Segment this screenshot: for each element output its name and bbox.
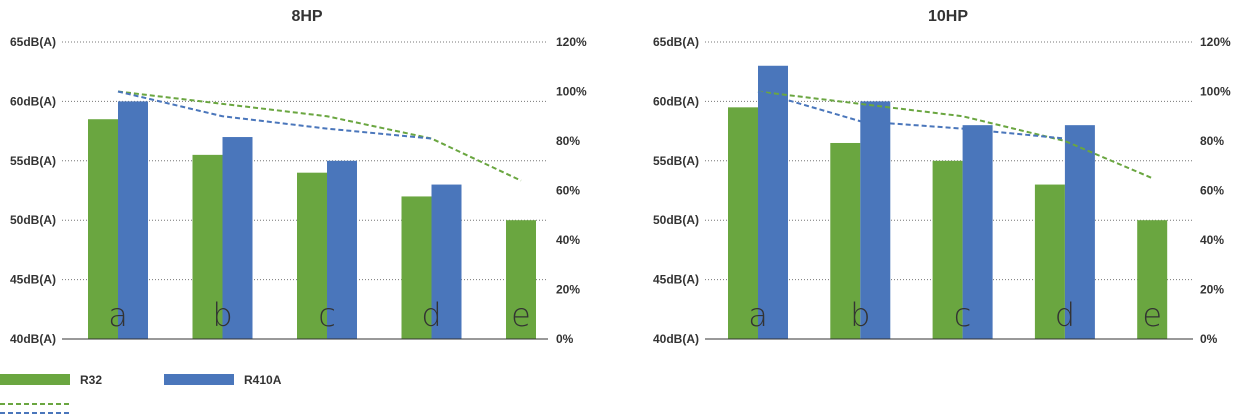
bar-r32-e [506,220,536,339]
bar-r32-d [401,196,432,339]
y2-tick-label: 20% [1200,283,1224,297]
y2-tick-label: 20% [556,283,580,297]
category-label: e [511,296,531,334]
y2-tick-label: 0% [1200,332,1218,346]
bar-r410a-b [222,137,253,339]
legend: R32 R410A [0,373,282,414]
y-tick-label: 45dB(A) [10,273,56,287]
category-label: a [748,296,768,334]
bar-r32-c [932,160,963,339]
y-tick-label: 50dB(A) [653,213,699,227]
y2-tick-label: 40% [556,233,580,247]
legend-label-r32: R32 [80,373,102,387]
bar-r410a-a [118,101,148,340]
bar-r32-b [192,154,223,339]
legend-swatch-r410a [164,374,234,385]
y2-tick-label: 80% [556,134,580,148]
category-label: e [1142,296,1162,334]
dashed-line-series-1 [757,90,1065,140]
category-label: c [318,296,336,334]
bar-r410a-d [431,184,462,339]
chart-title: 8HP [291,8,322,25]
bar-r32-b [830,142,861,339]
y2-tick-label: 120% [1200,35,1231,49]
legend-swatch-r32 [0,374,70,385]
chart-layer: 8HP 40dB(A) 45dB(A) 50dB(A) 55dB(A) 60dB(A) 65… [10,8,1231,346]
category-label: b [212,296,232,334]
y-tick-label: 65dB(A) [10,35,56,49]
y-tick-label: 55dB(A) [653,154,699,168]
y-tick-label: 60dB(A) [653,94,699,108]
y2-tick-label: 60% [556,184,580,198]
chart-panel-0: 8HP 40dB(A) 45dB(A) 50dB(A) 55dB(A) 60dB(A) 65… [10,8,587,346]
y-tick-label: 55dB(A) [10,154,56,168]
bar-r410a-c [327,160,357,339]
category-label: d [421,296,441,334]
chart-panel-1: 10HP 40dB(A) 45dB(A) 50dB(A) 55dB(A) 60dB(A) 6… [653,8,1231,346]
y-tick-label: 40dB(A) [10,332,56,346]
bar-r410a-d [1064,125,1095,339]
y2-tick-label: 0% [556,332,574,346]
bar-r32-e [1137,220,1168,339]
y-tick-label: 65dB(A) [653,35,699,49]
y-tick-label: 50dB(A) [10,213,56,227]
dashed-line-series-1 [117,90,432,140]
category-label: b [850,296,870,334]
y2-tick-label: 40% [1200,233,1224,247]
category-label: a [108,296,128,334]
y2-tick-label: 60% [1200,184,1224,198]
y2-tick-label: 120% [556,35,587,49]
bar-r410a-a [758,65,788,339]
bar-r32-d [1034,184,1065,339]
bar-r410a-c [962,125,993,339]
bar-r32-c [297,172,327,339]
y2-tick-label: 100% [556,85,587,99]
legend-label-r410a: R410A [244,373,282,387]
dashed-line-series-0 [117,90,522,182]
chart-title: 10HP [928,8,968,25]
y-tick-label: 40dB(A) [653,332,699,346]
bar-r32-a [88,119,118,339]
dashed-line-series-0 [757,90,1153,180]
y-tick-label: 60dB(A) [10,94,56,108]
y-tick-label: 45dB(A) [653,273,699,287]
y2-tick-label: 100% [1200,85,1231,99]
bar-r32-a [728,107,758,339]
category-label: c [954,296,972,334]
bar-r410a-b [860,101,891,340]
category-label: d [1055,296,1075,334]
y2-tick-label: 80% [1200,134,1224,148]
